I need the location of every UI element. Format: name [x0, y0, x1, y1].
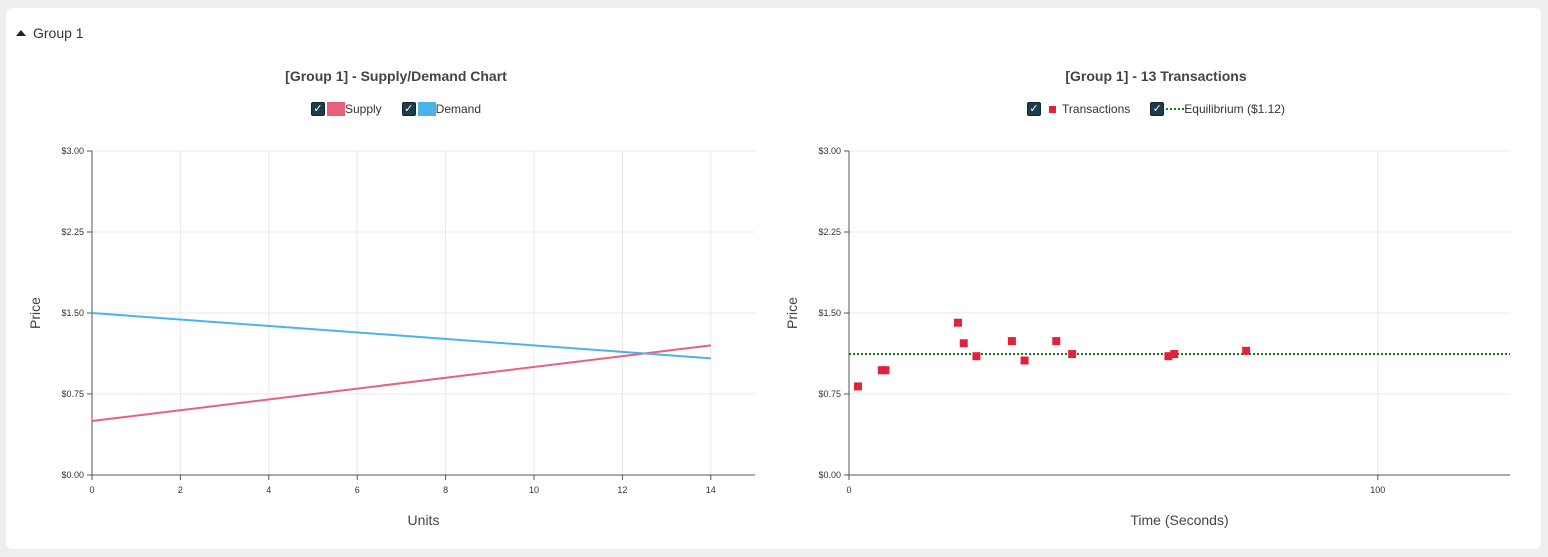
checkbox-checked-icon[interactable]: ✓	[1150, 102, 1165, 116]
x-tick-label: 12	[617, 485, 627, 495]
demand-line	[91, 312, 711, 360]
y-axis-label: Price	[784, 297, 800, 329]
x-tick-label: 10	[529, 485, 539, 495]
x-tick-label: 0	[89, 485, 94, 495]
transaction-point	[959, 339, 968, 348]
transactions-swatch	[1049, 105, 1057, 113]
x-tick-label: 0	[846, 485, 851, 495]
transaction-point	[1164, 352, 1173, 361]
transaction-point	[1007, 337, 1016, 346]
transaction-point	[1242, 346, 1251, 355]
x-tick-label: 14	[706, 485, 716, 495]
transaction-point	[953, 318, 962, 327]
y-tick-label: $0.00	[818, 470, 841, 480]
y-tick-label: $3.00	[61, 146, 84, 156]
group-panel: Group 1 [Group 1] - Supply/Demand Chart …	[6, 8, 1541, 549]
checkbox-checked-icon[interactable]: ✓	[310, 102, 325, 116]
supply-demand-plot: $0.00 $0.75 $1.50 $2.25 $3.00 0 2 4 6 8 10 12 14 Unit…	[27, 146, 755, 528]
transaction-point	[1052, 337, 1061, 346]
legend-label: Transactions	[1062, 102, 1131, 116]
transaction-point	[881, 366, 890, 375]
chart-title: [Group 1] - Supply/Demand Chart	[285, 68, 507, 84]
y-tick-label: $0.75	[818, 389, 841, 399]
y-tick-label: $2.25	[61, 227, 84, 237]
group-toggle[interactable]: Group 1	[16, 25, 84, 41]
x-axis-label: Units	[408, 512, 440, 528]
transaction-point	[1068, 350, 1077, 359]
legend-label: Demand	[435, 102, 482, 116]
x-tick-label: 100	[1370, 485, 1385, 495]
chart-legend: ✓ Supply ✓ Demand	[16, 102, 776, 116]
x-tick-label: 4	[266, 485, 271, 495]
legend-label: Supply	[344, 102, 382, 116]
y-tick-label: $0.75	[61, 389, 84, 399]
x-tick-label: 8	[443, 485, 448, 495]
legend-item-transactions[interactable]: ✓ Transactions	[1027, 102, 1130, 116]
x-axis-label: Time (Seconds)	[1130, 512, 1228, 528]
y-tick-label: $3.00	[818, 146, 841, 156]
transactions-plot: $0.00 $0.75 $1.50 $2.25 $3.00 0 100 Time (Secon…	[784, 146, 1510, 528]
transaction-point	[1170, 350, 1179, 359]
y-axis-label: Price	[27, 297, 43, 329]
caret-up-icon	[16, 30, 26, 36]
chart-legend: ✓ Transactions ✓ Equilibrium ($1.12)	[776, 102, 1536, 116]
legend-item-equilibrium[interactable]: ✓ Equilibrium ($1.12)	[1150, 102, 1285, 116]
checkbox-checked-icon[interactable]: ✓	[401, 102, 416, 116]
supply-swatch	[326, 102, 345, 116]
demand-swatch	[417, 102, 436, 116]
x-tick-label: 2	[178, 485, 183, 495]
group-label: Group 1	[33, 25, 84, 41]
supply-line	[91, 344, 711, 422]
legend-item-demand[interactable]: ✓ Demand	[401, 102, 482, 116]
chart-title: [Group 1] - 13 Transactions	[1065, 68, 1247, 84]
y-tick-label: $1.50	[818, 308, 841, 318]
transactions-chart: [Group 1] - 13 Transactions ✓ Transactio…	[776, 8, 1536, 549]
checkbox-checked-icon[interactable]: ✓	[1027, 102, 1042, 116]
equilibrium-swatch	[1166, 108, 1185, 110]
x-tick-label: 6	[355, 485, 360, 495]
y-tick-label: $0.00	[61, 470, 84, 480]
y-tick-label: $2.25	[818, 227, 841, 237]
transaction-point	[853, 382, 862, 391]
transaction-point	[972, 352, 981, 361]
supply-demand-chart: [Group 1] - Supply/Demand Chart ✓ Supply…	[16, 8, 776, 549]
transaction-point	[1020, 356, 1029, 365]
y-tick-label: $1.50	[61, 308, 84, 318]
legend-label: Equilibrium ($1.12)	[1184, 102, 1285, 116]
legend-item-supply[interactable]: ✓ Supply	[310, 102, 382, 116]
